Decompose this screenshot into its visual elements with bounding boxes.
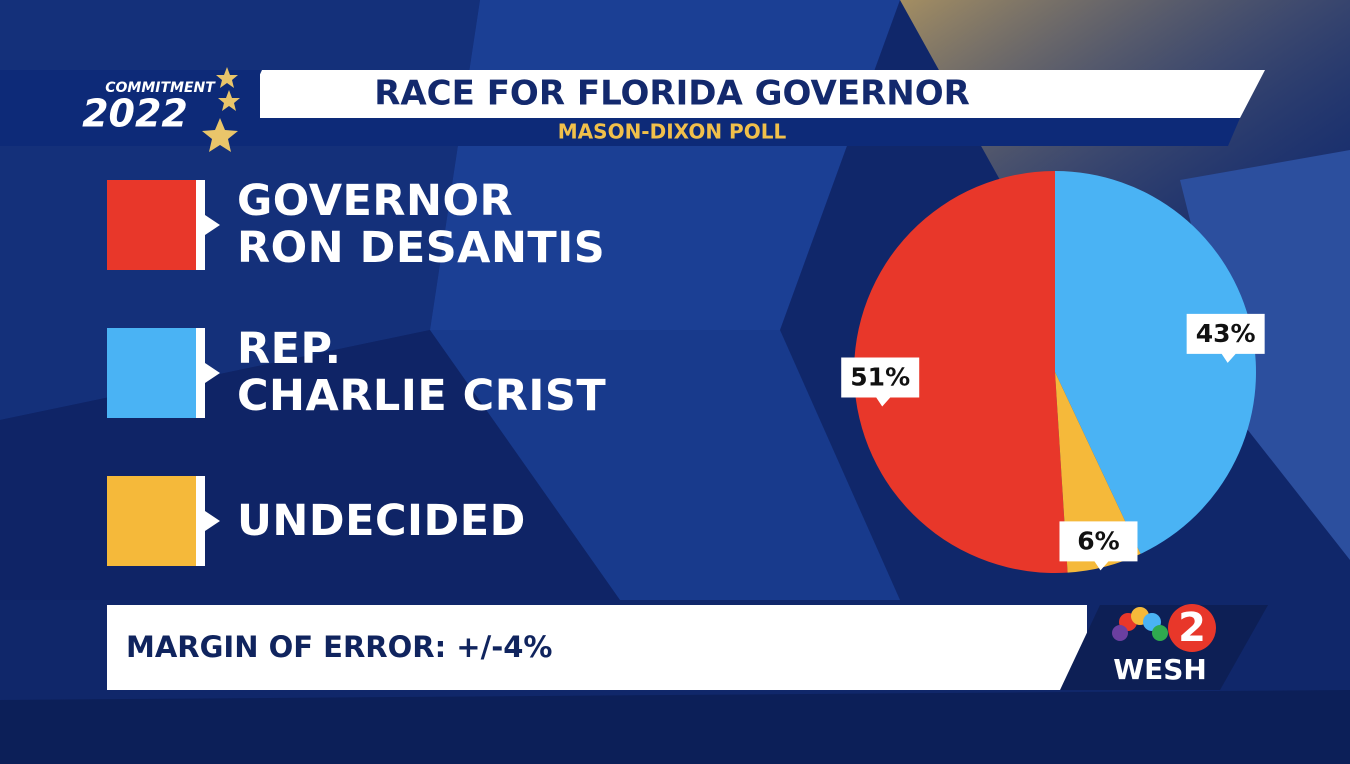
legend-swatch <box>107 476 205 566</box>
station-number: 2 <box>1178 605 1206 651</box>
station-number-badge <box>1168 604 1216 652</box>
legend-pointer <box>196 328 220 418</box>
legend-label: REP. CHARLIE CRIST <box>237 324 607 421</box>
background-facet <box>430 330 900 600</box>
station-logo-panel <box>1060 605 1268 690</box>
station-name: WESH <box>1113 653 1207 686</box>
commitment-text: COMMITMENT <box>105 80 216 96</box>
year-text: 2022 <box>82 92 188 136</box>
value-label: 6% <box>1077 526 1119 555</box>
peacock-icon <box>1112 607 1168 641</box>
legend-label: GOVERNOR RON DESANTIS <box>237 176 606 273</box>
background-facet <box>430 0 900 330</box>
legend-label: UNDECIDED <box>237 495 526 546</box>
background-facet <box>1180 150 1350 560</box>
margin-of-error: MARGIN OF ERROR: +/-4% <box>126 630 553 664</box>
value-label-box <box>1186 313 1265 363</box>
subtitle-bar <box>232 118 1240 146</box>
star-icon <box>218 90 240 111</box>
pie-slice <box>1055 171 1257 554</box>
value-label-box <box>841 357 920 407</box>
chart-subtitle: MASON-DIXON POLL <box>558 120 787 144</box>
footer-bar <box>107 605 1087 690</box>
pie-slice <box>853 171 1068 573</box>
legend-swatch <box>107 328 205 418</box>
star-icon <box>202 118 238 152</box>
title-bar <box>240 70 1265 118</box>
star-icon <box>216 67 238 88</box>
legend-pointer <box>196 476 220 566</box>
chart-title: RACE FOR FLORIDA GOVERNOR <box>374 74 970 114</box>
background-facet <box>0 690 1350 764</box>
value-label-box <box>1059 521 1138 571</box>
value-label: 51% <box>850 362 910 391</box>
legend-pointer <box>196 180 220 270</box>
value-label: 43% <box>1196 319 1256 348</box>
legend-swatch <box>107 180 205 270</box>
